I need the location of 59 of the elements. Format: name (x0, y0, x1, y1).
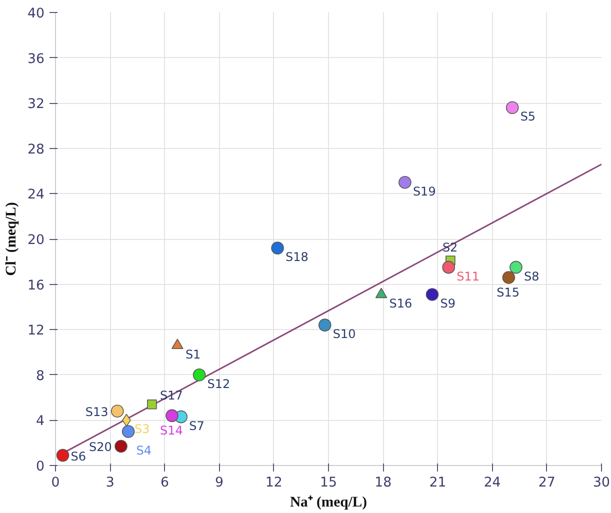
x-tick-label: 18 (374, 476, 392, 490)
y-tick-label: 20 (28, 233, 45, 248)
x-tick-label: 27 (538, 476, 556, 490)
y-tick-label: 16 (28, 278, 45, 294)
series-label: S15 (496, 286, 520, 300)
x-tick-label: 15 (320, 476, 337, 490)
y-tick-label: 4 (36, 414, 45, 430)
x-tick-label: 30 (593, 476, 610, 490)
series-label: S4 (136, 444, 152, 458)
point (375, 288, 388, 298)
point (318, 318, 332, 332)
point (110, 404, 124, 418)
point (56, 448, 70, 462)
series-label: S14 (160, 424, 183, 438)
point (426, 288, 439, 301)
point (147, 399, 157, 410)
series-label: S1 (185, 347, 201, 362)
x-tick-label: 0 (51, 476, 60, 490)
series-label: S7 (189, 418, 204, 433)
y-axis-title: Cl⁻ (meq/L) (4, 202, 20, 276)
y-tick-label: 12 (28, 324, 45, 339)
series-label: S5 (520, 110, 536, 124)
y-tick-label: 36 (28, 52, 45, 67)
y-tick-label: 0 (36, 460, 45, 474)
series-label: S13 (85, 405, 108, 420)
x-axis-title: Na⁺ (meq/L) (290, 494, 368, 510)
series-label: S19 (412, 184, 436, 198)
point (166, 409, 178, 422)
series-label: S20 (89, 440, 112, 454)
point (442, 260, 456, 274)
point (510, 260, 522, 274)
y-tick-label: 8 (36, 368, 45, 384)
series-label: S10 (332, 327, 356, 342)
point (192, 368, 206, 382)
y-tick-label: 24 (28, 188, 45, 203)
x-tick-label: 24 (484, 476, 501, 490)
point (506, 101, 519, 114)
series-label: S18 (286, 250, 308, 264)
y-tick-label: 32 (28, 97, 45, 112)
series-label: S16 (389, 296, 412, 310)
point (502, 271, 516, 284)
x-tick-label: 21 (429, 476, 446, 490)
series-label: S6 (70, 449, 86, 464)
series-label: S11 (456, 269, 480, 284)
point (114, 440, 128, 453)
y-tick-label: 40 (28, 6, 45, 22)
series-label: S3 (134, 422, 150, 436)
series-label: S9 (440, 296, 456, 310)
point (122, 425, 135, 438)
x-tick-label: 6 (160, 476, 169, 490)
y-tick-label: 28 (28, 142, 45, 158)
x-tick-label: 3 (106, 476, 114, 490)
point (398, 176, 412, 189)
point (172, 338, 184, 350)
series-label: S8 (524, 269, 540, 284)
series-label: S12 (207, 376, 230, 391)
point (271, 242, 284, 254)
x-tick-label: 9 (215, 476, 224, 490)
x-tick-label: 12 (265, 476, 282, 490)
